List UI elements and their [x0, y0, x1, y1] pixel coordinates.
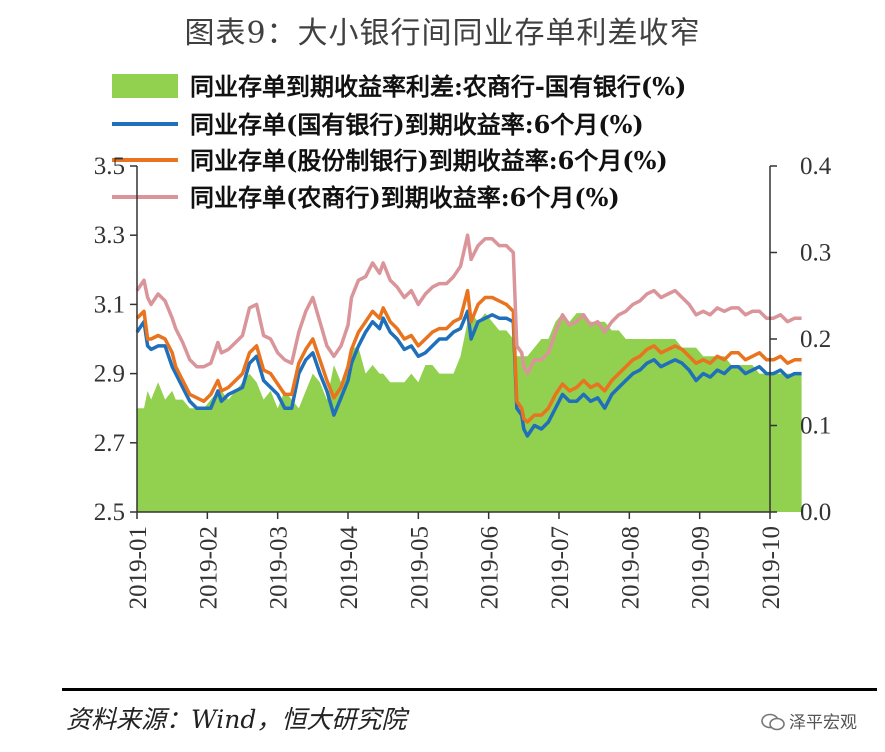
wechat-icon — [761, 713, 785, 731]
series-line-joint-stock-banks — [135, 288, 802, 424]
x-tick-label: 2019-04 — [336, 526, 363, 610]
series-area-spread — [137, 313, 802, 512]
x-tick-label: 2019-02 — [195, 526, 222, 609]
legend-label: 同业存单(股份制银行)到期收益率:6个月(%) — [190, 146, 668, 175]
footer-rule — [62, 688, 877, 691]
x-tick-label: 2019-08 — [617, 526, 644, 609]
x-tick-label: 2019-03 — [266, 526, 293, 609]
source-note: 资料来源：Wind，恒大研究院 — [66, 705, 407, 734]
x-tick-label: 2019-10 — [758, 526, 785, 609]
right-tick-label: 0.2 — [800, 326, 831, 353]
left-tick-label: 2.7 — [94, 430, 125, 457]
x-tick-label: 2019-09 — [688, 526, 715, 609]
x-tick-label: 2019-05 — [406, 526, 433, 609]
legend-swatch-spread — [112, 74, 178, 98]
right-tick-label: 0.3 — [800, 240, 831, 267]
legend-label: 同业存单到期收益率利差:农商行-国有银行(%) — [190, 72, 686, 101]
chart-title: 图表9：大小银行间同业存单利差收窄 — [184, 16, 701, 51]
x-tick-label: 2019-01 — [125, 526, 152, 609]
legend-label: 同业存单(农商行)到期收益率:6个月(%) — [190, 183, 620, 212]
watermark-text: 泽平宏观 — [789, 713, 857, 733]
left-tick-label: 2.9 — [94, 361, 125, 388]
left-tick-label: 3.3 — [94, 222, 125, 249]
series-line-state-banks — [135, 309, 802, 438]
legend-label: 同业存单(国有银行)到期收益率:6个月(%) — [190, 110, 644, 139]
series-line-rural-banks — [135, 233, 802, 376]
left-tick-label: 2.5 — [94, 499, 125, 526]
x-tick-label: 2019-07 — [547, 526, 574, 609]
watermark: 泽平宏观 — [761, 708, 857, 733]
x-tick-label: 2019-06 — [477, 526, 504, 609]
left-tick-label: 3.1 — [94, 291, 125, 318]
right-tick-label: 0.1 — [800, 413, 831, 440]
plot-area: 2.5 2.7 2.9 3.1 3.3 3.5 0.0 0.1 0.2 0.3 0.4 2019-01… — [94, 153, 832, 609]
right-tick-label: 0.4 — [800, 153, 832, 180]
right-tick-label: 0.0 — [800, 499, 831, 526]
left-tick-label: 3.5 — [94, 153, 125, 180]
legend: 同业存单到期收益率利差:农商行-国有银行(%) 同业存单(国有银行)到期收益率:6… — [112, 72, 686, 212]
